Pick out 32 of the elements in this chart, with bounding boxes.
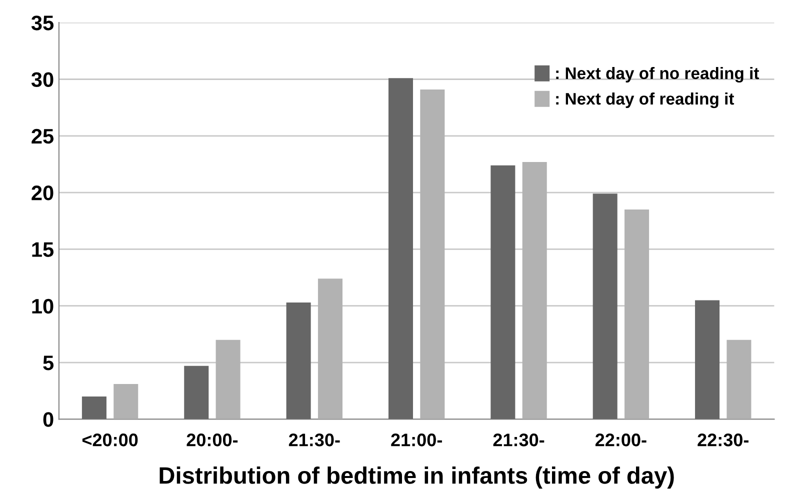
x-tick-label: 20:00- (186, 434, 238, 446)
legend-label: : Next day of reading it (556, 92, 734, 108)
bar (82, 396, 106, 420)
bar (726, 340, 752, 420)
bar (420, 89, 445, 420)
bar (592, 194, 618, 420)
x-tick-label: 22:30- (698, 434, 748, 446)
bar (624, 210, 650, 420)
x-tick-label: 22:00- (595, 434, 646, 446)
y-tick-label: 25 (32, 128, 54, 144)
y-tick-label: 30 (31, 72, 54, 88)
x-tick-label: 21:30- (493, 434, 544, 446)
y-tick-label: 20 (32, 186, 54, 200)
y-tick-label: 0 (43, 412, 54, 427)
y-tick-label: 15 (32, 242, 54, 257)
bar (695, 300, 720, 420)
y-tick-label: 35 (31, 16, 54, 30)
bar (490, 165, 516, 420)
x-tick-label: 21:00- (391, 434, 442, 446)
x-tick-label: <20:00 (82, 434, 138, 446)
bar (114, 384, 138, 420)
bar (318, 278, 342, 420)
bar (286, 302, 311, 420)
x-tick-label: 21:30- (288, 434, 340, 446)
legend-label: : Next day of no reading it (556, 66, 760, 83)
y-tick-label: 10 (32, 298, 54, 314)
y-tick-label: 5 (43, 356, 54, 370)
bar (184, 366, 209, 420)
bar (522, 162, 547, 420)
bar (388, 78, 414, 420)
bar (216, 340, 240, 420)
x-axis-title: Distribution of bedtime in infants (time of day) (160, 466, 674, 489)
